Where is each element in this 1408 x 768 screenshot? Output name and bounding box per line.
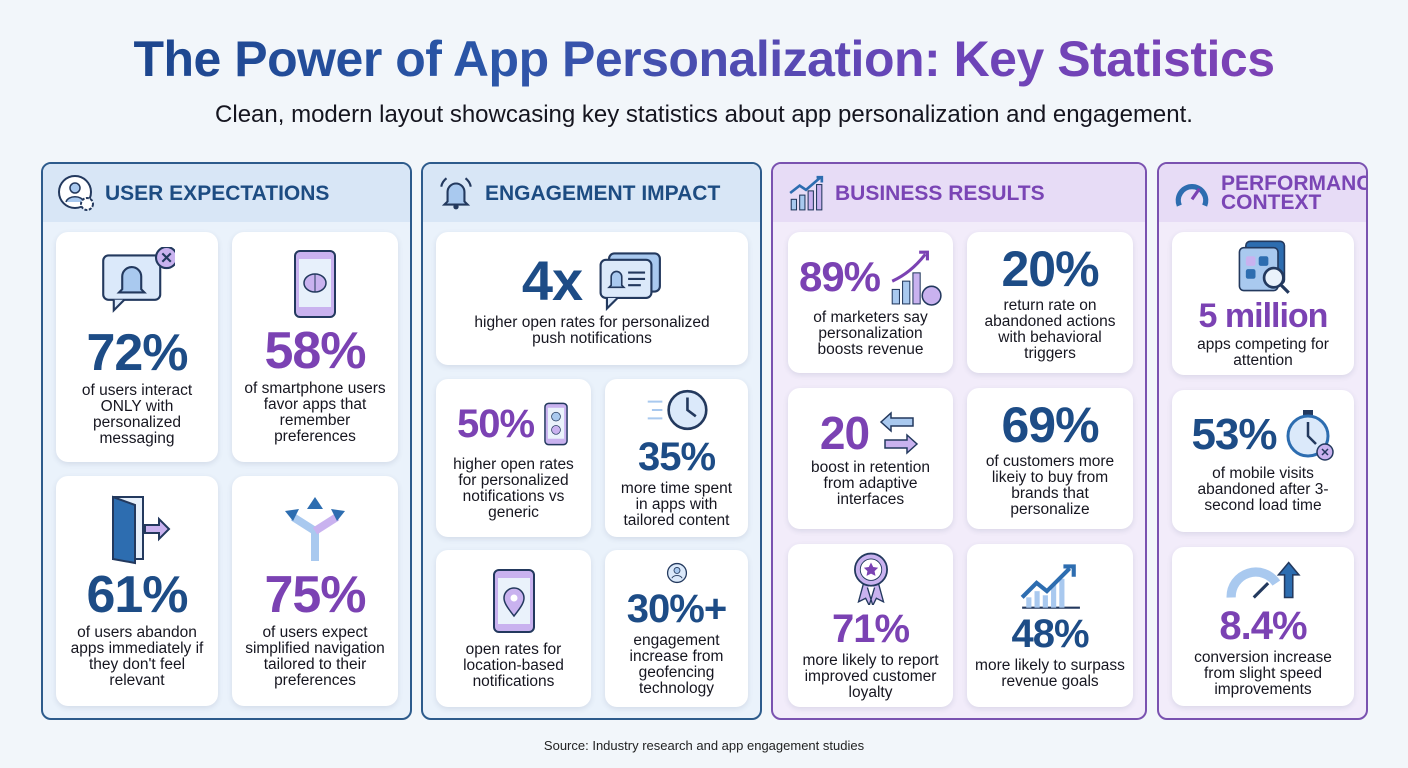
stat-card: 20% return rate on abandoned actions with… <box>967 232 1133 373</box>
stat-header: 50% <box>457 395 570 453</box>
stat-card: 50% higher open rates for personalized no… <box>436 379 591 537</box>
stat-description: apps competing for attention <box>1197 335 1329 369</box>
stat-value: 48% <box>1011 611 1089 656</box>
stat-card: 75% of users expect simplified navigation… <box>232 476 398 706</box>
phone-profile-icon <box>544 402 568 446</box>
chat-bell-icon <box>599 251 662 311</box>
stat-card: 89% of marketers say personalization boos… <box>788 232 953 373</box>
panel-header: BUSINESS RESULTS <box>773 164 1145 222</box>
stat-value: 89% <box>798 252 881 300</box>
stat-description: boost in retention from adaptive interfa… <box>811 458 930 508</box>
stat-card: 48% more likely to surpass revenue goals <box>967 544 1133 707</box>
panel-title: ENGAGEMENT IMPACT <box>485 181 721 205</box>
door-exit-icon <box>112 495 171 565</box>
stat-card: 20 boost in retention from adaptive inter… <box>788 388 953 529</box>
phone-location-icon <box>492 568 535 633</box>
stat-value: 30%+ <box>626 586 727 631</box>
stat-value: 53% <box>1191 410 1277 459</box>
clock-icon <box>647 389 708 431</box>
stat-header: 20 <box>820 410 921 456</box>
source-note: Source: Industry research and app engage… <box>543 738 865 753</box>
stat-value: 50% <box>456 402 535 446</box>
bell-icon <box>440 177 472 210</box>
stat-card: 35% more time spent in apps with tailored… <box>605 379 748 537</box>
stat-value: 58% <box>264 322 366 380</box>
swap-arrows-icon <box>879 410 919 455</box>
stat-description: of marketers say personalization boosts … <box>813 308 928 358</box>
stat-value: 20 <box>819 406 870 459</box>
panel-header: PERFORMANCE CONTEXT <box>1159 164 1366 222</box>
stat-description: of users interact ONLY with personalized… <box>81 382 193 447</box>
split-arrows-icon <box>285 497 345 561</box>
stat-description: more likely to surpass revenue goals <box>975 656 1125 690</box>
panel-business-results: BUSINESS RESULTS 89% of marketers say pers… <box>771 162 1147 720</box>
stat-description: more time spent in apps with tailored co… <box>620 480 733 529</box>
stat-description: of users abandon apps immediately if the… <box>70 624 204 689</box>
page-subtitle: Clean, modern layout showcasing key stat… <box>215 101 1193 128</box>
stat-card: 53% of mobile visits abandoned after 3-se… <box>1172 390 1354 532</box>
stat-value: 20% <box>1001 240 1099 297</box>
stat-description: conversion increase from slight speed im… <box>1194 648 1332 698</box>
stat-description: more likely to report improved customer … <box>802 652 939 701</box>
stat-description: of customers more likeiy to buy from bra… <box>985 452 1115 518</box>
panel-user-expectations: USER EXPECTATIONS 72% of users interact ON… <box>41 162 412 720</box>
stat-card: open rates for location-based notificati… <box>436 550 591 707</box>
stat-value: 61% <box>86 566 188 624</box>
panel-title: BUSINESS RESULTS <box>835 181 1045 205</box>
stat-header: 4x <box>522 251 662 311</box>
panel-title: USER EXPECTATIONS <box>105 181 330 205</box>
speedometer-icon <box>1175 184 1209 207</box>
stat-card: 69% of customers more likeiy to buy from … <box>967 388 1133 529</box>
panel-engagement-impact: ENGAGEMENT IMPACT 4x higher open rates for… <box>421 162 762 720</box>
stat-card: 4x higher open rates for personalized pus… <box>436 232 748 365</box>
stat-card: 72% of users interact ONLY with personali… <box>56 232 218 462</box>
stat-description: engagement increase from geofencing tech… <box>629 631 724 697</box>
stat-description: return rate on abandoned actions with be… <box>984 296 1116 362</box>
stat-value: 8.4% <box>1219 603 1307 648</box>
geofence-person-icon <box>666 562 687 583</box>
stat-card: 5 million apps competing for attention <box>1172 232 1354 375</box>
user-gear-icon <box>58 175 94 211</box>
chart-up-icon <box>1020 563 1080 609</box>
phone-brain-icon <box>294 250 336 318</box>
stat-value: 5 million <box>1198 296 1329 335</box>
panel-title: PERFORMANCE CONTEXT <box>1221 172 1366 214</box>
chart-money-icon <box>891 250 942 306</box>
app-search-icon <box>1238 239 1290 294</box>
stat-value: 35% <box>637 435 716 479</box>
panel-header: ENGAGEMENT IMPACT <box>423 164 760 222</box>
stat-description: of mobile visits abandoned after 3-secon… <box>1197 465 1329 514</box>
stat-header: 89% <box>799 248 942 306</box>
stat-description: open rates for location-based notificati… <box>463 640 564 690</box>
page-title: The Power of App Personalization: Key St… <box>0 30 1408 88</box>
stat-card: 30%+ engagement increase from geofencing … <box>605 550 748 707</box>
stat-card: 58% of smartphone users favor apps that r… <box>232 232 398 462</box>
stat-header: 53% <box>1191 408 1334 462</box>
stat-description: of users expect simplified navigation ta… <box>245 624 385 689</box>
gauge-up-icon <box>1226 560 1301 599</box>
stat-value: 69% <box>1001 396 1099 453</box>
stat-description: of smartphone users favor apps that reme… <box>244 380 386 445</box>
stat-value: 75% <box>264 566 366 624</box>
stat-card: 8.4% conversion increase from slight spee… <box>1172 547 1354 706</box>
stat-value: 71% <box>831 607 910 651</box>
stat-value: 4x <box>521 248 583 312</box>
stat-description: higher open rates for personalized notif… <box>453 456 574 521</box>
stopwatch-x-icon <box>1286 410 1334 461</box>
panel-header: USER EXPECTATIONS <box>43 164 410 222</box>
bell-notification-x-icon <box>102 247 175 313</box>
stat-card: 61% of users abandon apps immediately if … <box>56 476 218 706</box>
award-badge-icon <box>853 552 888 606</box>
stat-value: 72% <box>86 324 188 382</box>
growth-chart-icon <box>789 175 824 211</box>
stat-card: 71% more likely to report improved custom… <box>788 544 953 707</box>
stat-description: higher open rates for personalized push … <box>474 313 710 347</box>
